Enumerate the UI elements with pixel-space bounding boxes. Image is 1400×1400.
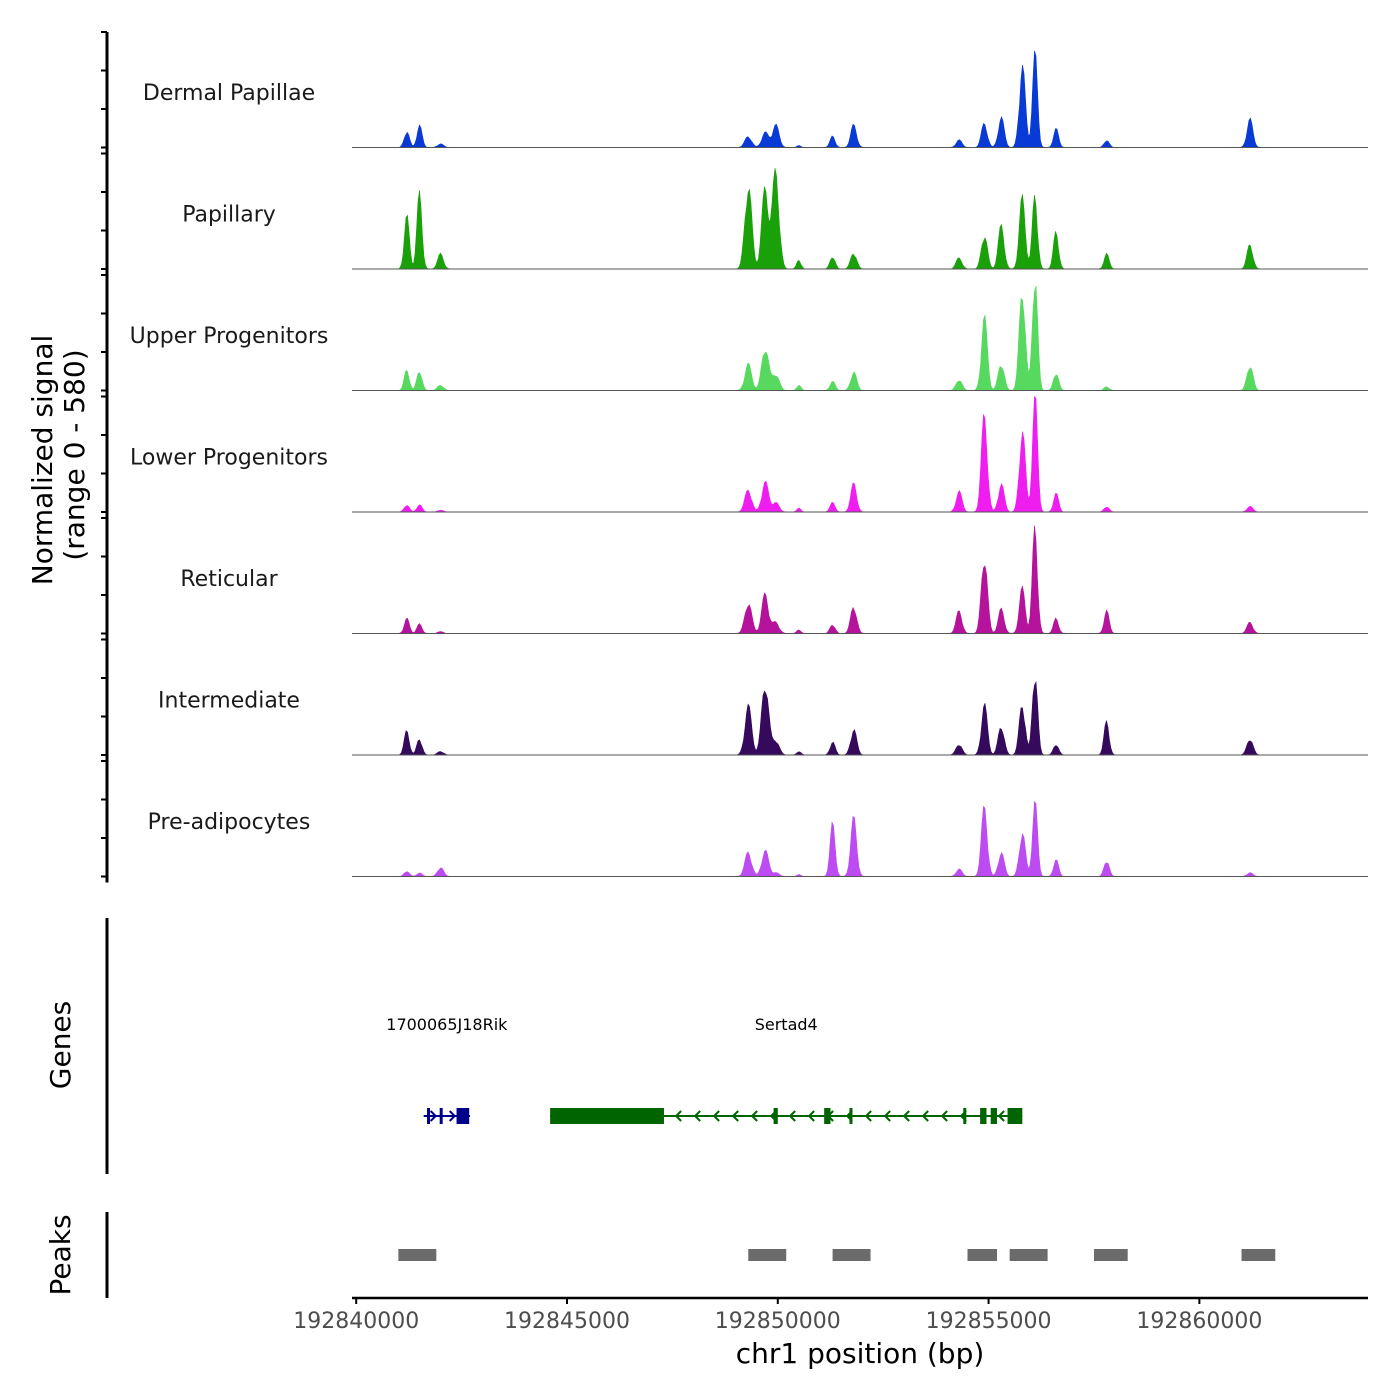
strand-arrow [429, 1110, 438, 1122]
gene-exon [427, 1108, 431, 1124]
gene-exon [773, 1108, 778, 1124]
strand-arrow [788, 1110, 796, 1122]
gene-exon [456, 1108, 460, 1124]
strand-arrow [448, 1110, 457, 1122]
track-label: Dermal Papillae [143, 81, 315, 106]
x-axis-title: chr1 position (bp) [736, 1337, 985, 1370]
x-tick-label: 192855000 [926, 1309, 1052, 1334]
strand-arrow [883, 1110, 891, 1122]
peak-track [398, 1249, 1276, 1261]
gene-exon [824, 1108, 831, 1124]
x-tick-label: 192840000 [293, 1309, 419, 1334]
peak-region [1093, 1249, 1128, 1261]
signal-area [352, 680, 1318, 756]
x-tick-label: 192845000 [504, 1309, 630, 1334]
signal-area [352, 167, 1318, 270]
y-axis-range: (range 0 - 580) [58, 349, 91, 560]
track-label: Intermediate [158, 689, 300, 714]
strand-arrow [750, 1110, 758, 1122]
strand-arrow [997, 1110, 1005, 1122]
strand-arrow [940, 1110, 948, 1122]
signal-area [352, 285, 1318, 391]
strand-arrow [712, 1110, 720, 1122]
track-label: Lower Progenitors [130, 446, 328, 471]
peak-region [748, 1249, 787, 1261]
x-tick-label: 192850000 [715, 1309, 841, 1334]
peak-region [967, 1249, 998, 1261]
gene-exon [459, 1108, 470, 1124]
gene-exon [963, 1108, 967, 1124]
x-axis: 192840000 192845000 192850000 192855000 1928… [293, 1296, 1368, 1334]
strand-arrow [921, 1110, 929, 1122]
track-labels: Dermal Papillae Papillary Upper Progenitor… [130, 81, 329, 835]
gene-exon [849, 1108, 853, 1124]
gene-label: 1700065J18Rik [386, 1015, 508, 1034]
gene-exon [439, 1108, 443, 1124]
gene-exon [1007, 1108, 1023, 1124]
peak-region [398, 1249, 437, 1261]
track-label: Pre-adipocytes [148, 810, 311, 835]
gene-exon [980, 1108, 987, 1124]
gene-exon [990, 1108, 998, 1124]
y-axis-title: Normalized signal [26, 335, 59, 586]
track-label: Papillary [182, 203, 276, 228]
signal-area [352, 50, 1318, 148]
genes-title: Genes [44, 1001, 77, 1089]
signal-area [352, 525, 1318, 634]
signal-y-axis [101, 31, 109, 883]
peaks-title: Peaks [44, 1214, 77, 1295]
strand-arrow [674, 1110, 682, 1122]
track-label: Upper Progenitors [130, 324, 329, 349]
strand-arrow [864, 1110, 872, 1122]
signal-tracks [352, 50, 1368, 877]
strand-arrow [902, 1110, 910, 1122]
strand-arrow [693, 1110, 701, 1122]
strand-arrow [807, 1110, 815, 1122]
x-tick-label: 192860000 [1136, 1309, 1262, 1334]
gene-track: 1700065J18Rik Sertad4 [386, 1015, 1023, 1124]
signal-area [352, 395, 1318, 513]
signal-area [352, 800, 1318, 877]
gene-exon [550, 1108, 664, 1124]
strand-arrow [731, 1110, 739, 1122]
peak-region [832, 1249, 871, 1261]
gene-label: Sertad4 [755, 1015, 818, 1034]
track-label: Reticular [180, 567, 278, 592]
peak-region [1241, 1249, 1276, 1261]
peak-region [1009, 1249, 1048, 1261]
